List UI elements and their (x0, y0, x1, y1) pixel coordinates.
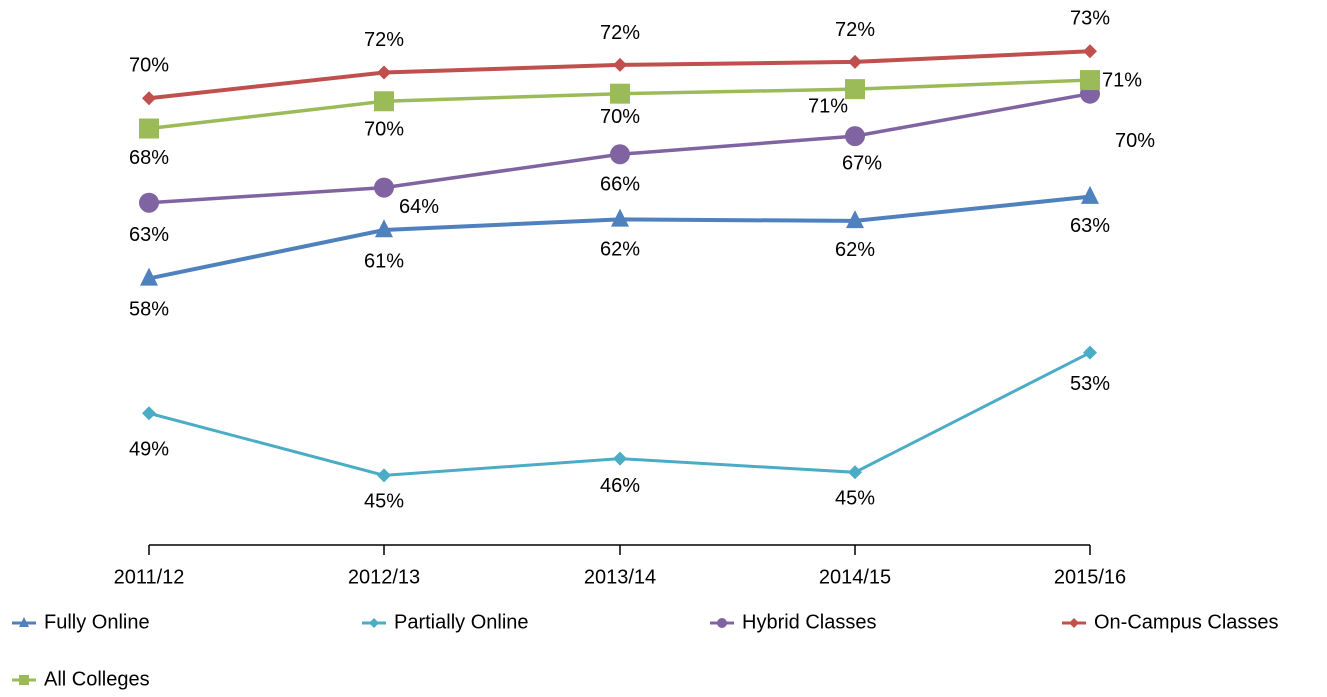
legend-item: Hybrid Classes (710, 611, 876, 633)
data-label: 64% (399, 196, 439, 218)
data-label: 61% (364, 250, 404, 272)
marker (845, 79, 865, 100)
legend-item: Fully Online (12, 611, 150, 633)
data-label: 70% (129, 55, 169, 77)
marker (377, 65, 391, 80)
marker (1083, 345, 1097, 360)
legend-label: On-Campus Classes (1094, 611, 1279, 633)
data-label: 66% (600, 174, 640, 196)
data-label: 62% (600, 239, 640, 261)
data-label: 46% (600, 475, 640, 497)
x-tick-label: 2014/15 (819, 566, 891, 588)
data-label: 53% (1070, 373, 1110, 395)
line (148, 194, 1091, 281)
series: 58% 61% 62% 62% 63% (129, 185, 1110, 321)
marker (374, 177, 394, 198)
x-tick-label: 2011/12 (114, 566, 185, 588)
marker (142, 91, 156, 106)
marker (610, 83, 630, 104)
marker (19, 675, 29, 685)
data-label: 63% (129, 224, 169, 246)
data-label: 71% (808, 95, 848, 117)
marker (610, 144, 630, 165)
marker (1080, 70, 1100, 91)
legend-item: All Colleges (12, 668, 150, 690)
data-label: 72% (835, 19, 875, 41)
data-label: 58% (129, 299, 169, 321)
data-label: 70% (600, 106, 640, 128)
marker (374, 91, 394, 112)
marker (845, 126, 865, 147)
marker (1069, 618, 1079, 628)
marker (1083, 44, 1097, 59)
data-label: 68% (129, 147, 169, 169)
data-label: 45% (364, 491, 404, 513)
x-tick-label: 2013/14 (584, 566, 656, 588)
marker (139, 192, 159, 213)
marker (613, 57, 627, 72)
legend-label: Hybrid Classes (742, 611, 876, 633)
series: 70% 72% 72% 72% 73% (129, 8, 1110, 106)
marker (19, 617, 29, 627)
series: 63% 64% 66% 67% 70% (129, 83, 1155, 246)
data-label: 49% (129, 439, 169, 461)
data-label: 73% (1070, 8, 1110, 30)
marker (613, 451, 627, 466)
legend-label: All Colleges (44, 668, 150, 690)
data-label: 72% (600, 22, 640, 44)
x-tick-label: 2015/16 (1054, 566, 1126, 588)
data-label: 70% (1115, 130, 1155, 152)
marker (1081, 185, 1099, 204)
marker (846, 210, 864, 229)
marker (377, 468, 391, 483)
marker (611, 208, 629, 227)
marker (375, 219, 393, 238)
data-label: 63% (1070, 215, 1110, 237)
marker (848, 54, 862, 69)
marker (139, 118, 159, 139)
legend-label: Fully Online (44, 611, 150, 633)
series: 68% 70% 70% 71% 71% (129, 69, 1142, 168)
data-label: 45% (835, 488, 875, 510)
legend-label: Partially Online (394, 611, 529, 633)
series: 49% 45% 46% 45% 53% (129, 345, 1110, 513)
marker (717, 618, 727, 628)
marker (369, 618, 379, 628)
x-tick-label: 2012/13 (348, 566, 420, 588)
data-label: 62% (835, 239, 875, 261)
legend-item: On-Campus Classes (1062, 611, 1279, 633)
marker (848, 465, 862, 480)
data-label: 72% (364, 29, 404, 51)
data-label: 70% (364, 119, 404, 141)
legend-item: Partially Online (362, 611, 529, 633)
marker (142, 406, 156, 421)
marker (140, 267, 158, 286)
data-label: 67% (842, 152, 882, 174)
data-label: 71% (1102, 69, 1142, 91)
